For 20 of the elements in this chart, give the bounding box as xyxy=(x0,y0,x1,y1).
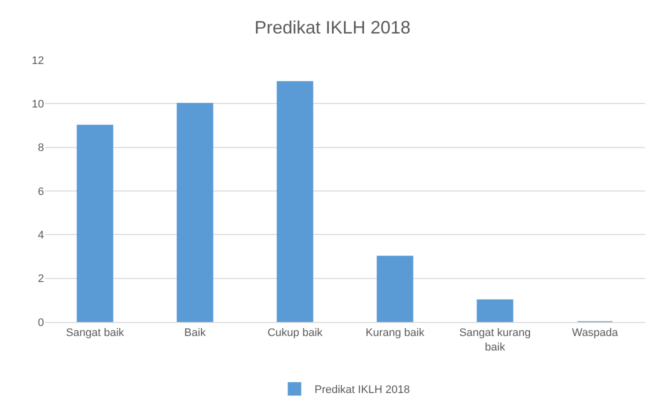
bar xyxy=(76,124,114,322)
chart-title: Predikat IKLH 2018 xyxy=(254,17,411,38)
bar xyxy=(176,102,214,322)
x-tick-label: Sangat baik xyxy=(66,327,125,340)
y-tick-label: 12 xyxy=(32,54,44,67)
bar xyxy=(476,299,514,322)
bar xyxy=(276,81,314,322)
legend-label: Predikat IKLH 2018 xyxy=(314,384,410,396)
y-tick-label: 6 xyxy=(38,186,44,198)
x-tick-label: Baik xyxy=(184,327,206,340)
y-tick-label: 0 xyxy=(38,316,44,329)
y-tick-label: 4 xyxy=(38,230,44,242)
y-tick-label: 10 xyxy=(32,98,44,111)
x-tick-label: Sangat kurang baik xyxy=(459,327,531,354)
bar xyxy=(376,256,414,322)
x-tick-label: Cukup baik xyxy=(267,327,324,340)
y-tick-label: 8 xyxy=(38,142,44,154)
x-tick-label: Kurang baik xyxy=(366,327,425,340)
y-tick-label: 2 xyxy=(38,273,44,286)
x-tick-label: Waspada xyxy=(572,327,619,340)
